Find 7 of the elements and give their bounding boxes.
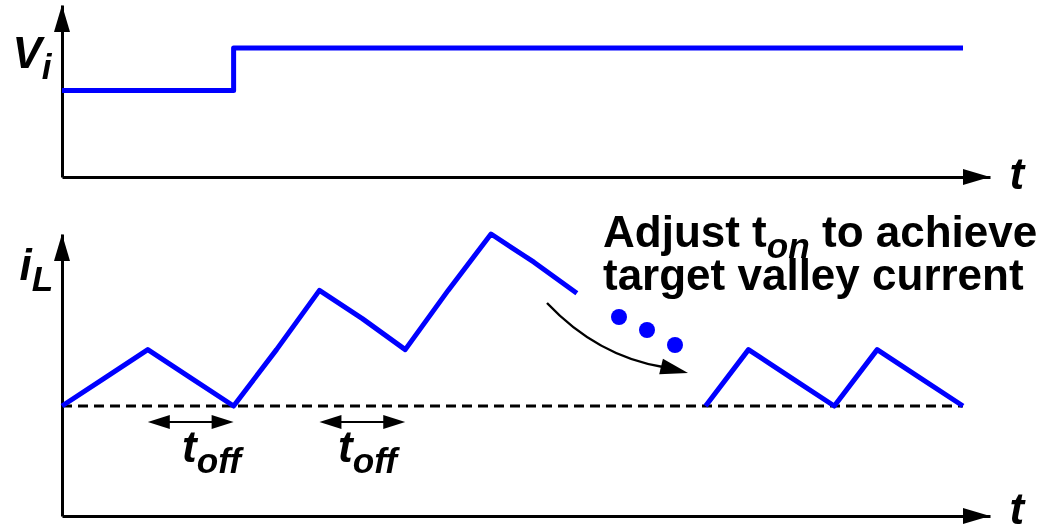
y-axis-title: i$_{L}$ [19,239,54,298]
y-axis-title: V$_{i}$ [12,27,53,86]
annotation: Adjust t$_{on}$ to achieve target valley current [603,207,1038,299]
x-axis-title: t [1009,483,1027,525]
annotation: t$_{off}$ [182,422,245,480]
annotation: t$_{off}$ [338,422,401,480]
x-axis-title: t [1009,148,1027,198]
